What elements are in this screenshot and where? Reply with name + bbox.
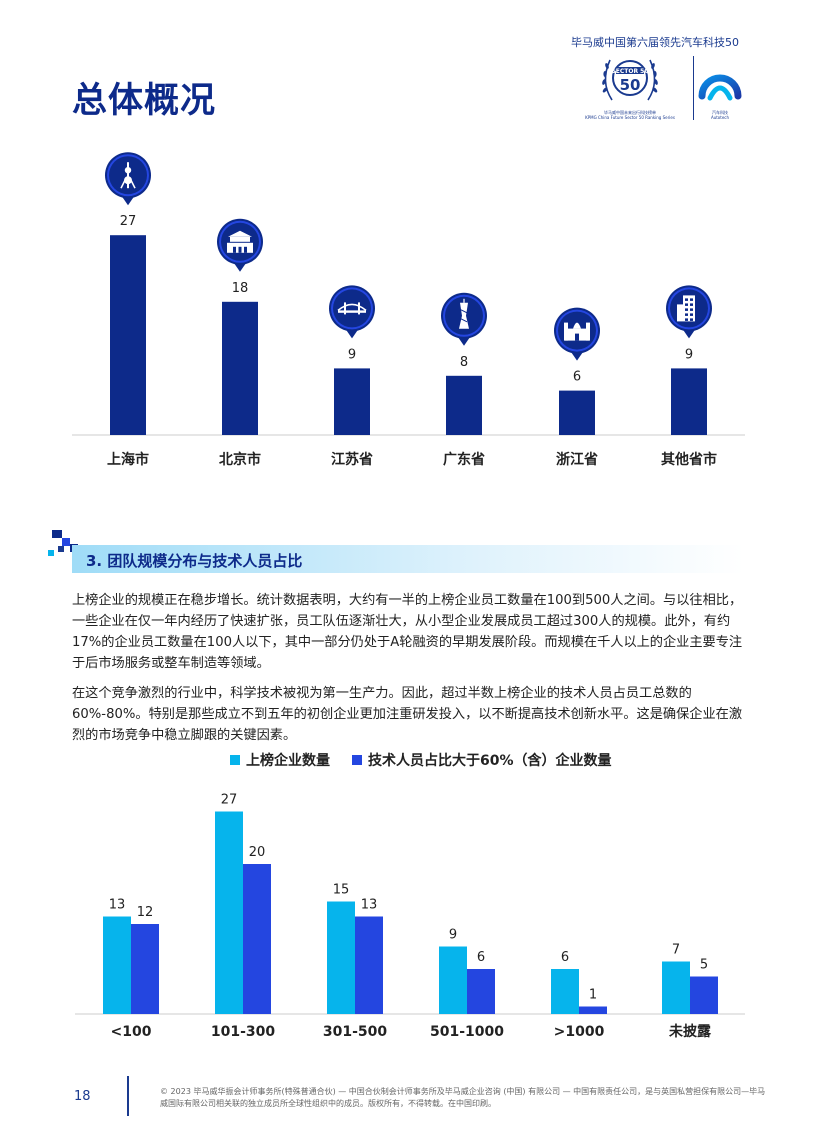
bar-value-label: 9 bbox=[449, 928, 457, 943]
seal-caption-cn: 毕马威中国未来出行科技榜单 bbox=[604, 110, 656, 115]
chart-legend: 上榜企业数量 技术人员占比大于60%（含）企业数量 bbox=[230, 750, 612, 770]
bar-series1-5 bbox=[690, 976, 718, 1014]
paragraph-team-size: 上榜企业的规模正在稳步增长。统计数据表明，大约有一半的上榜企业员工数量在100到… bbox=[72, 593, 743, 671]
bar-region-2 bbox=[334, 368, 370, 435]
bar-value-label: 8 bbox=[460, 355, 468, 370]
category-label: 501-1000 bbox=[430, 1024, 504, 1040]
region-distribution-chart: 27 上海市 18 北京市 9 江苏省 8 广东省 6 浙江省 9 其他省市 bbox=[72, 152, 745, 468]
bar-region-5 bbox=[671, 368, 707, 435]
category-label: 北京市 bbox=[219, 451, 261, 468]
tiananmen-gate-icon bbox=[217, 218, 263, 272]
bar-value-label: 13 bbox=[109, 898, 126, 913]
category-label: >1000 bbox=[554, 1024, 605, 1040]
category-label: 101-300 bbox=[211, 1024, 276, 1040]
bar-series1-3 bbox=[467, 969, 495, 1014]
bar-region-4 bbox=[559, 390, 595, 435]
bridge-icon bbox=[329, 285, 375, 339]
category-label: <100 bbox=[111, 1024, 152, 1040]
bar-region-1 bbox=[222, 301, 258, 435]
legend-label-listed: 上榜企业数量 bbox=[246, 753, 330, 769]
section-header-bar bbox=[72, 545, 744, 573]
legend-item-listed: 上榜企业数量 bbox=[230, 750, 330, 770]
bar-value-label: 20 bbox=[249, 845, 266, 860]
seal-sector-text: SECTOR 50 bbox=[611, 68, 648, 75]
category-label: 广东省 bbox=[443, 451, 485, 468]
seal-caption: 毕马威中国未来出行科技榜单 KPMG China Future Sector 5… bbox=[578, 110, 682, 120]
section-title: 3. 团队规模分布与技术人员占比 bbox=[86, 552, 303, 570]
team-size-chart: 13 12<1002720101-3001513301-50096501-1000… bbox=[75, 793, 745, 1040]
bar-value-label: 9 bbox=[348, 347, 356, 362]
bar-value-label: 13 bbox=[361, 898, 378, 913]
bar-value-label: 6 bbox=[561, 950, 569, 965]
bar-value-label: 15 bbox=[333, 883, 350, 898]
bar-value-label: 9 bbox=[685, 347, 693, 362]
category-label: 上海市 bbox=[107, 451, 149, 468]
bar-series1-4 bbox=[579, 1006, 607, 1014]
seal-caption-en: KPMG China Future Sector 50 Ranking Seri… bbox=[585, 115, 675, 120]
bar-value-label: 1 bbox=[589, 988, 597, 1003]
category-label: 江苏省 bbox=[331, 451, 373, 468]
legend-swatch-cyan bbox=[230, 755, 240, 765]
page-number: 18 bbox=[74, 1089, 91, 1104]
bar-series0-2 bbox=[327, 901, 355, 1014]
svg-text:50: 50 bbox=[620, 76, 641, 94]
legend-item-tech: 技术人员占比大于60%（含）企业数量 bbox=[352, 750, 612, 770]
bar-value-label: 5 bbox=[700, 958, 708, 973]
bar-value-label: 6 bbox=[477, 950, 485, 965]
bar-series0-0 bbox=[103, 916, 131, 1014]
category-label: 浙江省 bbox=[556, 451, 598, 468]
bar-series1-2 bbox=[355, 916, 383, 1014]
bar-series1-1 bbox=[243, 864, 271, 1014]
bar-series0-3 bbox=[439, 946, 467, 1014]
bar-value-label: 7 bbox=[672, 943, 680, 958]
bar-value-label: 6 bbox=[573, 370, 581, 385]
footer-divider bbox=[127, 1076, 129, 1116]
autotech-caption: 汽车科技 Autotech bbox=[694, 110, 746, 120]
canton-tower-icon bbox=[441, 292, 487, 346]
paragraph-tech-staff: 在这个竞争激烈的行业中，科学技术被视为第一生产力。因此，超过半数上榜企业的技术人… bbox=[72, 686, 743, 743]
category-label: 未披露 bbox=[669, 1023, 712, 1040]
legend-label-tech: 技术人员占比大于60%（含）企业数量 bbox=[368, 753, 612, 769]
bar-value-label: 18 bbox=[232, 281, 249, 296]
bar-region-0 bbox=[110, 235, 146, 435]
autotech-logo bbox=[698, 74, 742, 101]
temple-icon bbox=[554, 307, 600, 361]
autotech-caption-en: Autotech bbox=[710, 115, 730, 120]
bar-series0-5 bbox=[662, 961, 690, 1014]
bar-series0-1 bbox=[215, 811, 243, 1014]
bar-series1-0 bbox=[131, 924, 159, 1014]
category-label: 其他省市 bbox=[661, 451, 717, 468]
category-label: 301-500 bbox=[323, 1024, 388, 1040]
bar-value-label: 12 bbox=[137, 905, 154, 920]
logo-divider bbox=[693, 56, 694, 120]
autotech-caption-cn: 汽车科技 bbox=[712, 110, 728, 115]
sector-50-seal-logo: SECTOR 50 50 bbox=[602, 59, 658, 101]
skyscraper-icon bbox=[666, 285, 712, 339]
bar-value-label: 27 bbox=[120, 214, 137, 229]
page-title: 总体概况 bbox=[72, 81, 217, 121]
footer-copyright: © 2023 毕马威华振会计师事务所(特殊普通合伙) — 中国合伙制会计师事务所… bbox=[160, 1087, 766, 1108]
bar-value-label: 27 bbox=[221, 793, 238, 808]
bar-region-3 bbox=[446, 375, 482, 435]
oriental-pearl-tower-icon bbox=[105, 152, 151, 206]
legend-swatch-blue bbox=[352, 755, 362, 765]
bar-series0-4 bbox=[551, 969, 579, 1014]
report-series-caption: 毕马威中国第六届领先汽车科技50 bbox=[571, 36, 739, 49]
